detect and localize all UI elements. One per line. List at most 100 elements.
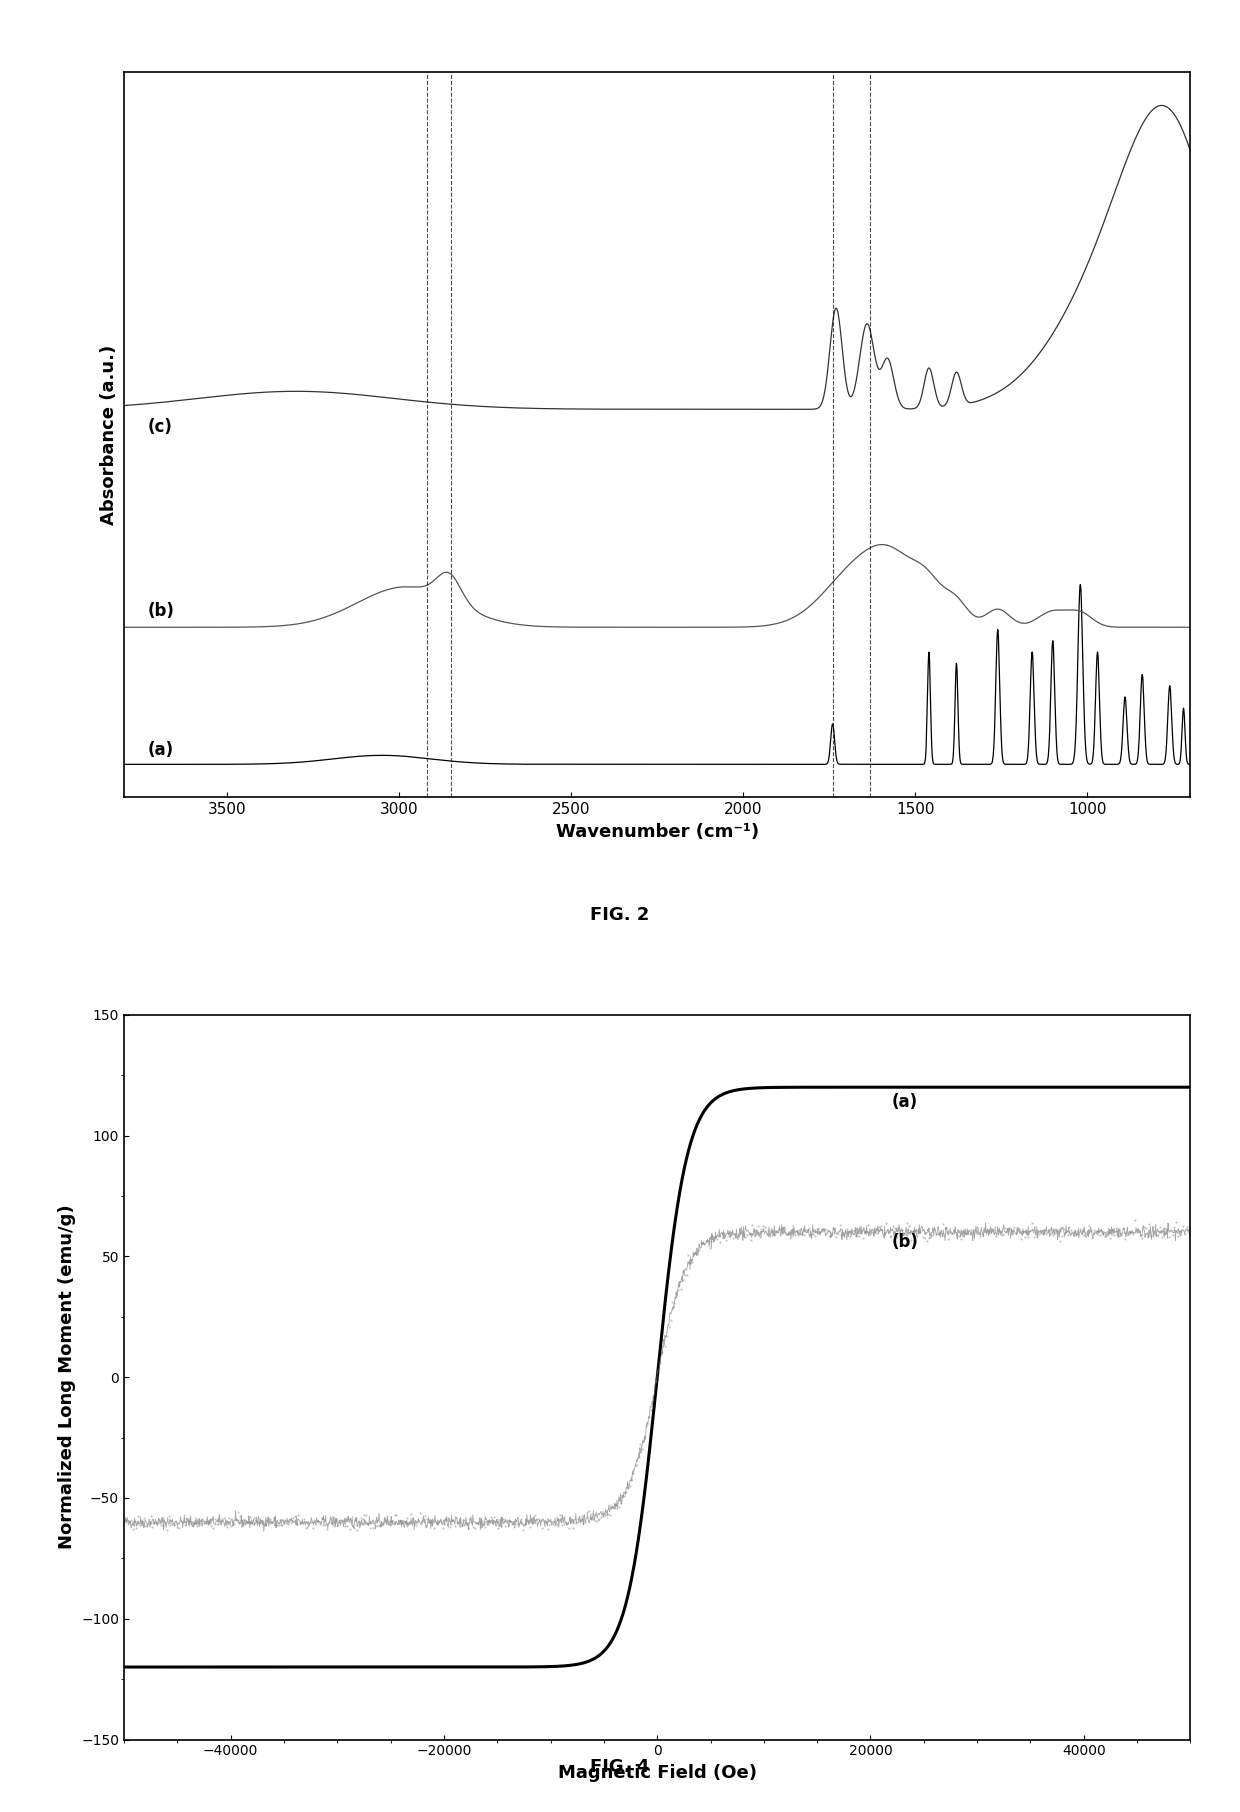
Point	[1145, 1219, 1164, 1248]
Point	[119, 1506, 139, 1535]
Point	[1028, 1221, 1048, 1250]
Point	[166, 1506, 186, 1535]
Point	[522, 1504, 542, 1533]
Point	[1090, 1221, 1110, 1250]
Point	[1071, 1216, 1091, 1245]
Point	[196, 1508, 216, 1537]
Point	[330, 1506, 350, 1535]
Point	[340, 1515, 360, 1544]
Point	[315, 1511, 335, 1540]
Point	[387, 1500, 407, 1529]
Point	[898, 1209, 918, 1238]
Point	[874, 1219, 894, 1248]
Point	[620, 1471, 640, 1500]
Point	[755, 1212, 775, 1241]
Point	[687, 1239, 707, 1268]
Point	[797, 1216, 817, 1245]
Point	[621, 1466, 641, 1495]
Point	[630, 1430, 650, 1459]
Point	[303, 1513, 322, 1542]
Point	[712, 1218, 732, 1247]
Point	[151, 1509, 171, 1538]
Point	[1120, 1218, 1140, 1247]
Point	[1167, 1209, 1187, 1238]
Point	[139, 1509, 159, 1538]
Point	[926, 1219, 946, 1248]
Point	[614, 1482, 634, 1511]
Point	[890, 1219, 910, 1248]
Point	[482, 1508, 502, 1537]
Point	[438, 1506, 458, 1535]
Point	[1100, 1223, 1120, 1252]
Point	[491, 1511, 511, 1540]
Point	[1034, 1218, 1054, 1247]
Point	[454, 1506, 474, 1535]
Point	[1159, 1223, 1179, 1252]
Point	[641, 1395, 661, 1424]
Point	[869, 1212, 889, 1241]
Point	[506, 1506, 526, 1535]
Point	[156, 1515, 176, 1544]
Point	[959, 1216, 978, 1245]
Point	[696, 1227, 715, 1256]
Point	[305, 1506, 325, 1535]
Point	[187, 1511, 207, 1540]
Point	[164, 1511, 184, 1540]
Point	[899, 1212, 919, 1241]
Point	[875, 1209, 895, 1238]
Point	[415, 1502, 435, 1531]
Point	[910, 1218, 930, 1247]
Point	[219, 1504, 239, 1533]
Point	[226, 1506, 246, 1535]
Point	[609, 1493, 629, 1522]
Point	[904, 1218, 924, 1247]
Point	[180, 1506, 200, 1535]
Point	[1001, 1216, 1021, 1245]
Point	[826, 1223, 846, 1252]
X-axis label: Wavenumber (cm⁻¹): Wavenumber (cm⁻¹)	[556, 823, 759, 841]
Point	[1161, 1216, 1180, 1245]
Point	[625, 1451, 645, 1480]
Point	[804, 1219, 823, 1248]
Point	[665, 1288, 684, 1317]
Point	[1164, 1212, 1184, 1241]
Point	[735, 1223, 755, 1252]
Point	[526, 1500, 546, 1529]
Text: (b): (b)	[148, 602, 175, 620]
Point	[694, 1229, 714, 1258]
Point	[1141, 1221, 1161, 1250]
Point	[640, 1402, 660, 1431]
Point	[184, 1511, 203, 1540]
Point	[738, 1219, 758, 1248]
Point	[914, 1221, 934, 1250]
Point	[1065, 1216, 1085, 1245]
Point	[335, 1511, 355, 1540]
Point	[1021, 1216, 1040, 1245]
Point	[518, 1506, 538, 1535]
Point	[608, 1493, 627, 1522]
Point	[723, 1223, 743, 1252]
Point	[980, 1216, 999, 1245]
Point	[207, 1509, 227, 1538]
Point	[513, 1515, 533, 1544]
Point	[748, 1210, 768, 1239]
Point	[262, 1508, 281, 1537]
Point	[450, 1511, 470, 1540]
Point	[466, 1509, 486, 1538]
Point	[1168, 1221, 1188, 1250]
Point	[744, 1218, 764, 1247]
Point	[956, 1218, 976, 1247]
Point	[996, 1214, 1016, 1243]
Point	[285, 1502, 305, 1531]
Point	[1172, 1216, 1192, 1245]
Point	[965, 1216, 985, 1245]
Point	[878, 1216, 898, 1245]
Point	[557, 1509, 577, 1538]
Point	[971, 1221, 991, 1250]
Point	[861, 1216, 880, 1245]
Point	[763, 1219, 782, 1248]
Point	[1030, 1219, 1050, 1248]
Point	[906, 1216, 926, 1245]
Point	[570, 1506, 590, 1535]
Point	[601, 1493, 621, 1522]
